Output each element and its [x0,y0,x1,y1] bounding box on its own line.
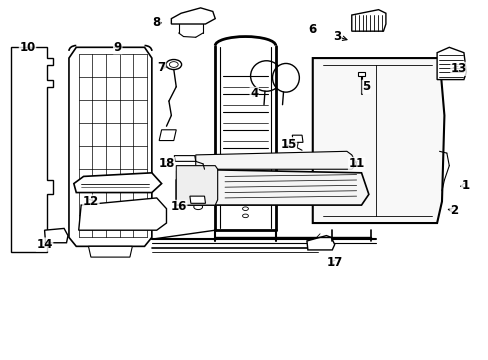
Text: 10: 10 [20,41,36,54]
Polygon shape [176,169,368,205]
Text: 8: 8 [152,16,161,29]
Polygon shape [176,166,217,205]
Text: 4: 4 [250,87,258,100]
Polygon shape [306,235,334,250]
Polygon shape [79,198,166,230]
Polygon shape [351,10,385,31]
Polygon shape [195,151,356,169]
Polygon shape [312,58,444,223]
Text: 1: 1 [460,179,468,192]
Text: 12: 12 [82,195,99,208]
Text: 16: 16 [170,201,186,213]
Polygon shape [189,196,205,203]
Polygon shape [74,173,161,193]
Text: 11: 11 [348,157,364,170]
Ellipse shape [185,178,200,193]
Polygon shape [171,8,215,24]
Polygon shape [69,47,152,246]
Polygon shape [159,130,176,140]
Text: 17: 17 [326,256,342,269]
Text: 7: 7 [157,60,165,73]
Text: 18: 18 [158,157,174,170]
Polygon shape [44,228,68,243]
Text: 5: 5 [362,80,370,93]
Polygon shape [292,135,303,142]
Polygon shape [436,47,466,80]
Text: 13: 13 [450,62,466,75]
Ellipse shape [272,63,299,92]
Text: 6: 6 [308,23,316,36]
Polygon shape [88,246,132,257]
Text: 3: 3 [332,30,341,43]
Text: 2: 2 [449,204,457,217]
Text: 14: 14 [36,238,53,251]
Polygon shape [357,72,365,76]
Polygon shape [174,156,195,161]
Ellipse shape [250,61,282,91]
Polygon shape [11,47,53,252]
Ellipse shape [165,59,181,69]
Text: 15: 15 [280,138,296,150]
Text: 9: 9 [113,41,122,54]
